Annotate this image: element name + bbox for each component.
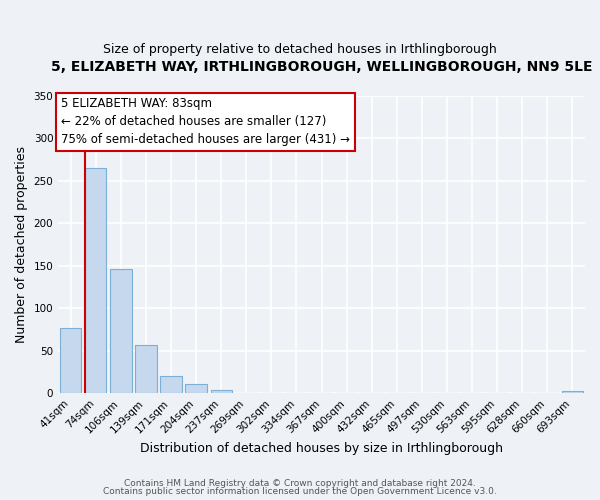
Bar bbox=[85, 168, 106, 394]
Bar bbox=[562, 391, 583, 394]
Bar bbox=[185, 384, 207, 394]
Y-axis label: Number of detached properties: Number of detached properties bbox=[15, 146, 28, 343]
Text: Contains HM Land Registry data © Crown copyright and database right 2024.: Contains HM Land Registry data © Crown c… bbox=[124, 478, 476, 488]
Bar bbox=[211, 390, 232, 394]
Bar bbox=[110, 270, 131, 394]
X-axis label: Distribution of detached houses by size in Irthlingborough: Distribution of detached houses by size … bbox=[140, 442, 503, 455]
Text: Contains public sector information licensed under the Open Government Licence v3: Contains public sector information licen… bbox=[103, 487, 497, 496]
Title: 5, ELIZABETH WAY, IRTHLINGBOROUGH, WELLINGBOROUGH, NN9 5LE: 5, ELIZABETH WAY, IRTHLINGBOROUGH, WELLI… bbox=[51, 60, 592, 74]
Bar bbox=[60, 328, 82, 394]
Bar bbox=[136, 345, 157, 394]
Bar bbox=[160, 376, 182, 394]
Text: 5 ELIZABETH WAY: 83sqm
← 22% of detached houses are smaller (127)
75% of semi-de: 5 ELIZABETH WAY: 83sqm ← 22% of detached… bbox=[61, 98, 350, 146]
Text: Size of property relative to detached houses in Irthlingborough: Size of property relative to detached ho… bbox=[103, 42, 497, 56]
